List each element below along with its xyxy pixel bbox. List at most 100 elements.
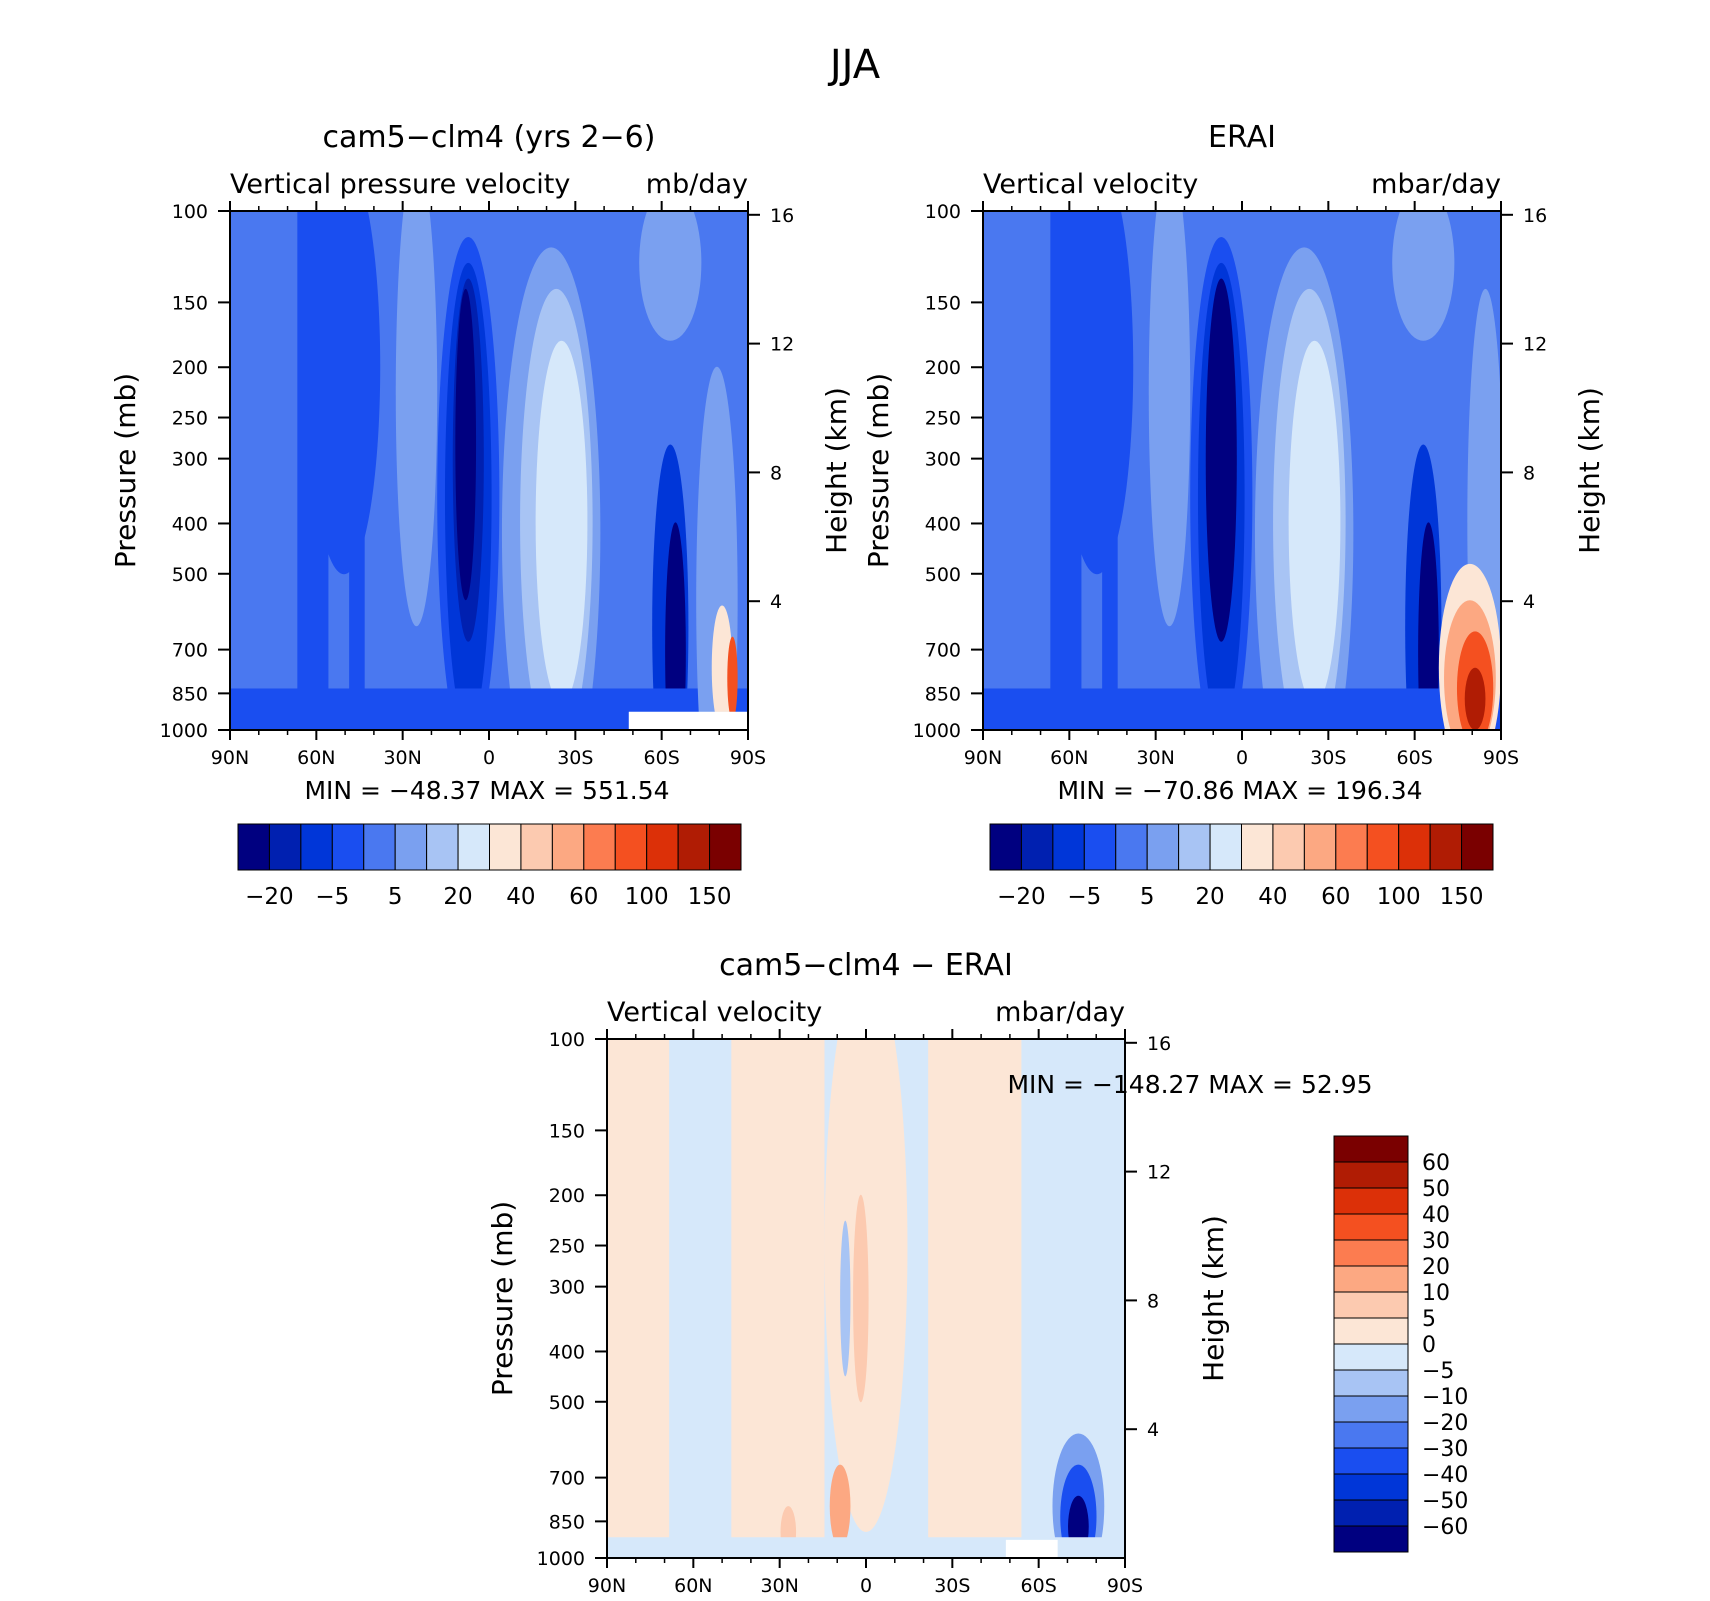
y-tick-label: 300 [172,449,208,471]
contour-band [928,1039,1022,1558]
y-tick-label: 500 [549,1392,585,1414]
y2-tick-label: 16 [770,205,794,227]
colorbar-swatch [1178,823,1211,871]
contour-band [607,1039,670,1558]
colorbar-swatch [677,823,711,871]
missing-data [1005,1539,1058,1558]
contour-cell [1208,288,1230,601]
y2-tick-label: 16 [1147,1033,1171,1055]
x-tick-label: 30S [557,747,593,769]
contour-cell [455,288,477,601]
colorbar-swatch [1209,823,1242,871]
y2-tick-label: 8 [1523,462,1535,484]
y2-axis-title: Height (km) [1573,387,1606,554]
y-tick-label: 1000 [913,720,961,742]
y2-tick-label: 16 [1523,205,1547,227]
colorbar-swatch [1398,823,1431,871]
panel-left-label: Vertical pressure velocity [230,169,570,200]
contour-cell [840,1220,851,1377]
x-tick-label: 60N [1050,747,1088,769]
colorbar-swatch [1333,1525,1409,1553]
panel-units-label: mbar/day [1371,169,1501,200]
y-tick-label: 500 [925,564,961,586]
colorbar-label: 60 [1321,884,1350,910]
colorbar-swatch [1366,823,1400,871]
colorbar-swatch [1333,1395,1409,1423]
colorbar-swatch [1333,1239,1409,1267]
y2-axis-title: Height (km) [820,387,853,554]
panel-title: cam5−clm4 (yrs 2−6) [323,120,656,155]
colorbar-swatch [989,823,1022,871]
y-tick-label: 1000 [160,720,208,742]
x-tick-label: 0 [1236,747,1248,769]
y2-tick-label: 4 [1147,1419,1159,1441]
colorbar-swatch [1303,823,1337,871]
colorbar-label: −20 [245,884,294,910]
y-tick-label: 150 [172,292,208,314]
panel-3: 90N 60N 30N 0 30S 60S 90S100150200250300400500… [486,948,1468,1597]
colorbar-label: 40 [506,884,535,910]
y-tick-label: 700 [549,1468,585,1490]
x-tick-label: 90N [588,1575,626,1597]
colorbar-label: −5 [1422,1359,1454,1384]
colorbar-label: −5 [1067,884,1101,910]
colorbar-label: −20 [997,884,1046,910]
y-axis-title: Pressure (mb) [486,1201,519,1396]
panel-title: ERAI [1208,120,1276,155]
panel-left-label: Vertical velocity [983,169,1198,200]
colorbar-label: 20 [1422,1255,1450,1280]
colorbar-swatch [1083,823,1117,871]
colorbar-label: −30 [1422,1437,1468,1462]
panel-units-label: mbar/day [995,997,1125,1028]
missing-data [628,711,748,730]
colorbar-swatch [1020,823,1054,871]
contour-cell [711,605,733,730]
contour-cell [665,522,686,730]
y-tick-label: 1000 [537,1548,585,1570]
x-tick-label: 60S [1397,747,1433,769]
contour-cell [1392,211,1455,341]
colorbar-swatch [300,823,333,871]
y-tick-label: 100 [549,1029,585,1051]
colorbar-swatch [1333,1369,1409,1397]
min-max-label: MIN = −148.27 MAX = 52.95 [1007,1070,1372,1099]
y2-tick-label: 4 [770,591,782,613]
x-tick-label: 90S [730,747,766,769]
contour-field [230,211,748,730]
x-tick-label: 90S [1107,1575,1143,1597]
colorbar-swatch [1333,1161,1409,1189]
colorbar-swatch [583,823,616,871]
colorbar-swatch [426,823,459,871]
colorbar-label: −40 [1422,1463,1468,1488]
y-tick-label: 250 [549,1236,585,1258]
y-tick-label: 150 [925,292,961,314]
contour-cell [1060,211,1134,575]
x-tick-label: 60S [644,747,680,769]
x-tick-label: 0 [860,1575,872,1597]
colorbar-swatch [1333,1135,1409,1163]
colorbar-label: 20 [443,884,472,910]
contour-cell [853,1194,869,1403]
colorbar-label: 40 [1258,884,1287,910]
y2-tick-label: 12 [1523,334,1547,356]
colorbar-swatch [1333,1213,1409,1241]
contour-cell [727,636,738,720]
y-tick-label: 500 [172,564,208,586]
y-axis-title: Pressure (mb) [109,373,142,568]
colorbar-swatch [363,823,396,871]
y2-tick-label: 12 [1147,1162,1171,1184]
panel-units-label: mb/day [646,169,748,200]
colorbar-swatch [1333,1291,1409,1319]
contour-field [607,1039,1125,1558]
y-axis-title: Pressure (mb) [862,373,895,568]
colorbar-label: 150 [688,884,732,910]
x-tick-label: 90N [211,747,249,769]
colorbar-swatch [1461,823,1494,871]
y-tick-label: 850 [925,683,961,705]
colorbar-swatch [646,823,679,871]
colorbar-swatch [1241,823,1274,871]
colorbar-swatch [1333,1343,1409,1371]
colorbar-label: −20 [1422,1411,1468,1436]
